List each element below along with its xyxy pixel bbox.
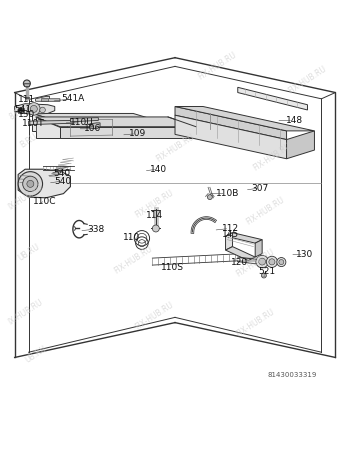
Text: FIX-HUB.RU: FIX-HUB.RU [245, 195, 287, 227]
Text: 521: 521 [258, 266, 275, 275]
Text: 307: 307 [252, 184, 269, 193]
Text: FIX-HUB.RU: FIX-HUB.RU [133, 189, 175, 220]
Circle shape [256, 255, 268, 268]
Polygon shape [15, 104, 55, 114]
Text: 540: 540 [55, 176, 72, 185]
Text: 8.RU: 8.RU [8, 105, 28, 122]
Text: 81430033319: 81430033319 [267, 372, 316, 378]
Polygon shape [18, 169, 70, 198]
Text: FIX-HUB.RU: FIX-HUB.RU [112, 244, 154, 275]
Polygon shape [60, 127, 196, 138]
Polygon shape [29, 121, 74, 125]
Text: 130: 130 [18, 110, 35, 119]
Polygon shape [255, 240, 262, 257]
Text: FIX-HUB.RU: FIX-HUB.RU [287, 65, 328, 96]
Text: FIX-HUB.RU: FIX-HUB.RU [196, 51, 238, 82]
Polygon shape [25, 83, 29, 86]
Circle shape [269, 259, 275, 265]
Polygon shape [225, 233, 262, 243]
Text: FIX-HUB.RU: FIX-HUB.RU [234, 248, 276, 279]
Circle shape [23, 80, 30, 87]
Circle shape [279, 260, 284, 265]
Text: 540: 540 [54, 169, 71, 178]
Circle shape [266, 256, 278, 267]
Text: 120: 120 [231, 258, 248, 267]
Text: 140: 140 [150, 165, 167, 174]
Text: FIX-HUB.RU: FIX-HUB.RU [252, 141, 293, 173]
Polygon shape [41, 99, 48, 100]
Polygon shape [175, 107, 287, 140]
Polygon shape [225, 247, 255, 261]
Circle shape [18, 171, 43, 196]
Circle shape [40, 107, 46, 113]
Text: B.RU: B.RU [19, 133, 39, 150]
Polygon shape [175, 107, 314, 131]
Text: 110B: 110B [216, 189, 239, 198]
Polygon shape [70, 117, 98, 122]
Text: UB.RU: UB.RU [16, 243, 41, 263]
Polygon shape [90, 123, 100, 129]
Text: 110T: 110T [22, 119, 44, 128]
Polygon shape [175, 115, 287, 159]
Polygon shape [287, 131, 314, 159]
Text: IX-HUB.RU: IX-HUB.RU [6, 297, 44, 327]
Circle shape [152, 225, 159, 232]
Circle shape [27, 180, 34, 187]
Polygon shape [36, 117, 60, 138]
Circle shape [28, 103, 40, 115]
Text: 110C: 110C [33, 197, 56, 206]
Circle shape [261, 273, 266, 278]
Text: UB.RU: UB.RU [23, 344, 48, 364]
Polygon shape [225, 233, 232, 250]
Text: 110U: 110U [70, 118, 94, 127]
Text: 114: 114 [146, 211, 163, 220]
Text: FIX-HUB.RU: FIX-HUB.RU [133, 300, 175, 331]
Circle shape [18, 108, 24, 114]
Text: 338: 338 [87, 225, 104, 234]
Circle shape [208, 195, 212, 199]
Text: 110S: 110S [161, 263, 184, 272]
Text: 148: 148 [286, 116, 303, 125]
Text: FIX-HUB.RU: FIX-HUB.RU [234, 307, 276, 338]
Polygon shape [32, 113, 168, 124]
Polygon shape [25, 97, 29, 99]
Text: 109: 109 [129, 129, 146, 138]
Polygon shape [36, 117, 196, 127]
Text: 541A: 541A [62, 94, 85, 104]
Circle shape [30, 105, 37, 112]
Text: IX-HUB.RU: IX-HUB.RU [6, 183, 44, 212]
Circle shape [91, 124, 93, 127]
Circle shape [277, 257, 286, 266]
Polygon shape [36, 96, 60, 101]
Text: FIX-HUB.RU: FIX-HUB.RU [154, 133, 196, 164]
Text: 541: 541 [14, 105, 31, 114]
Circle shape [259, 258, 266, 265]
Text: 106: 106 [84, 124, 101, 133]
Polygon shape [238, 87, 308, 110]
Text: 130: 130 [296, 250, 314, 259]
Text: 112: 112 [222, 224, 239, 233]
Text: 111: 111 [18, 95, 35, 104]
Polygon shape [32, 113, 67, 131]
Circle shape [23, 176, 38, 192]
Text: 145: 145 [222, 230, 239, 239]
Text: 110: 110 [123, 233, 140, 242]
